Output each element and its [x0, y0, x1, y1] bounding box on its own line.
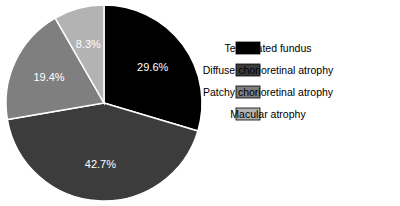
- svg-text:Patchy chorioretinal atrophy: Patchy chorioretinal atrophy: [203, 86, 334, 98]
- svg-text:8.3%: 8.3%: [76, 38, 101, 50]
- svg-text:42.7%: 42.7%: [85, 158, 116, 170]
- svg-text:29.6%: 29.6%: [137, 61, 168, 73]
- svg-text:Diffuse chorioretinal atrophy: Diffuse chorioretinal atrophy: [203, 64, 334, 76]
- svg-text:19.4%: 19.4%: [33, 71, 64, 83]
- svg-text:Tessellated fundus: Tessellated fundus: [225, 42, 312, 54]
- svg-text:Macular atrophy: Macular atrophy: [230, 108, 306, 120]
